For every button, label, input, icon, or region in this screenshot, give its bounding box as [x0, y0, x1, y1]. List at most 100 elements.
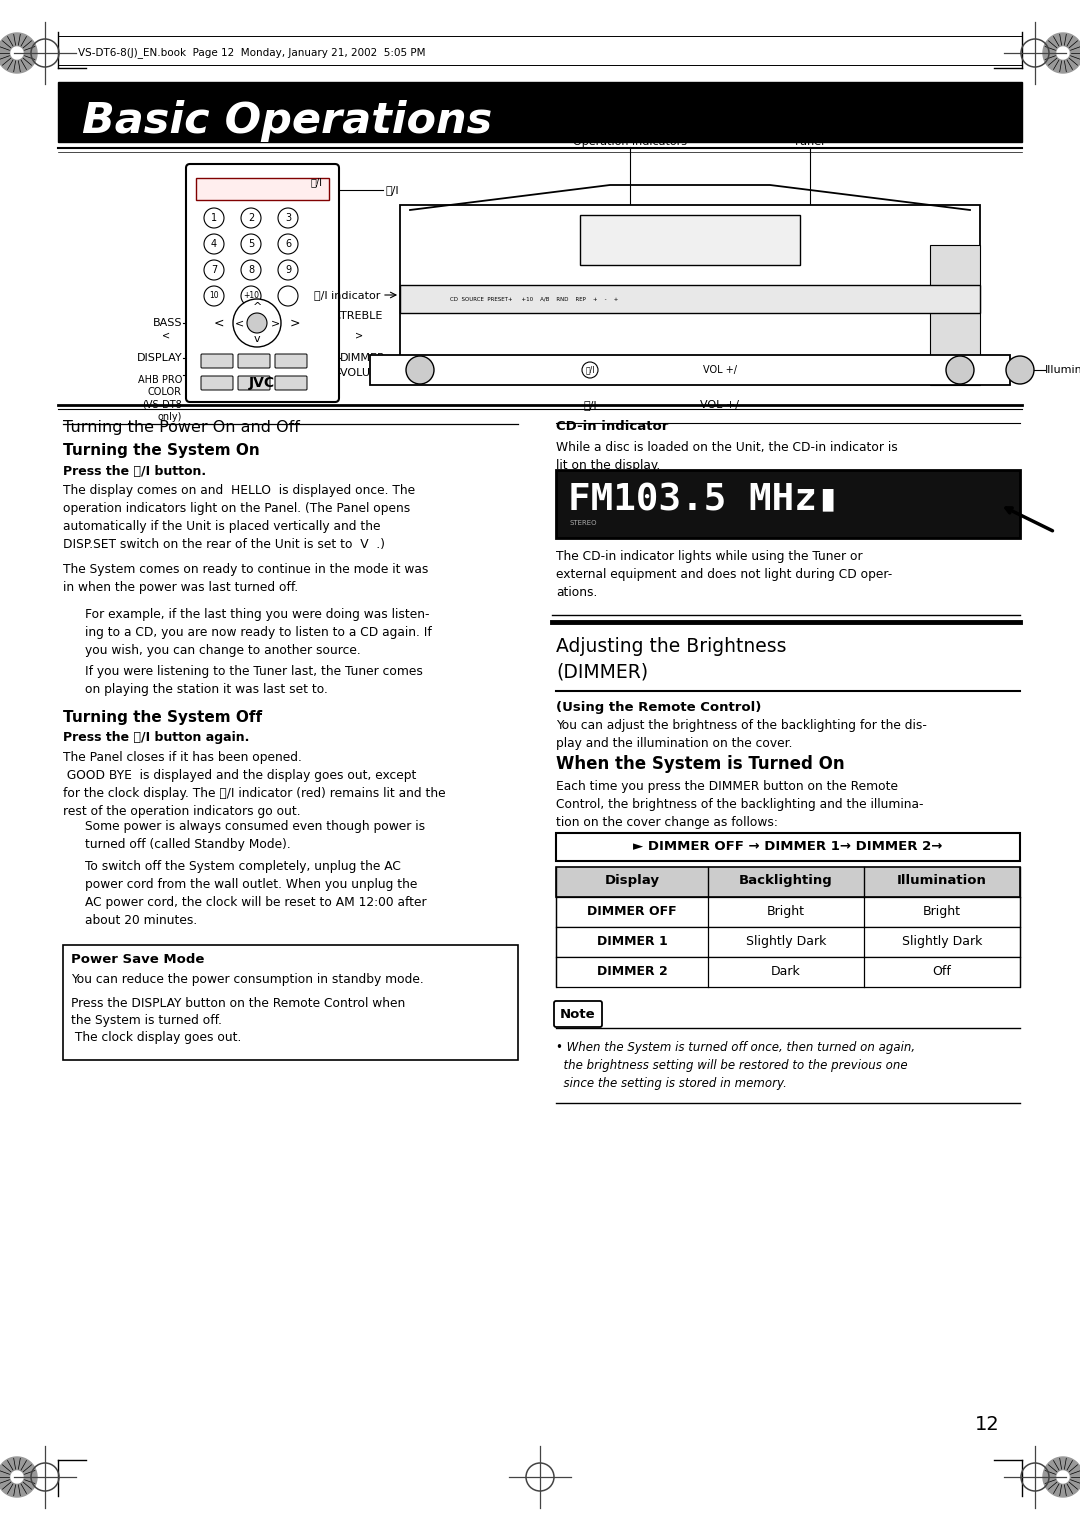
Bar	[63, 944, 518, 1060]
Circle shape	[233, 299, 281, 347]
Text: 10: 10	[210, 292, 219, 301]
Text: 3: 3	[285, 212, 292, 223]
Text: 7: 7	[211, 264, 217, 275]
Polygon shape	[0, 34, 37, 73]
Circle shape	[11, 47, 23, 60]
Polygon shape	[1043, 1458, 1080, 1497]
Text: 12: 12	[975, 1415, 1000, 1433]
Text: +10: +10	[243, 292, 259, 301]
Bar	[556, 833, 1020, 860]
Text: Bright: Bright	[923, 905, 961, 918]
Text: (Using the Remote Control): (Using the Remote Control)	[556, 701, 761, 714]
Text: Ⓟ/I: Ⓟ/I	[384, 185, 399, 196]
Text: 2: 2	[248, 212, 254, 223]
Text: Display: Display	[605, 874, 660, 886]
Bar	[556, 897, 1020, 927]
Text: Power Save Mode: Power Save Mode	[71, 953, 204, 966]
Text: Press the DISPLAY button on the Remote Control when
the System is turned off.
 T: Press the DISPLAY button on the Remote C…	[71, 996, 405, 1044]
Text: v: v	[254, 335, 260, 344]
Circle shape	[247, 313, 267, 333]
Text: DIMMER: DIMMER	[340, 353, 386, 364]
Circle shape	[241, 260, 261, 280]
Text: The Panel closes if it has been opened.
 GOOD BYE  is displayed and the display : The Panel closes if it has been opened. …	[63, 750, 446, 817]
Text: The display comes on and  HELLO  is displayed once. The
operation indicators lig: The display comes on and HELLO is displa…	[63, 484, 415, 552]
Circle shape	[1057, 1471, 1069, 1484]
Text: Some power is always consumed even though power is
turned off (called Standby Mo: Some power is always consumed even thoug…	[85, 821, 426, 851]
FancyBboxPatch shape	[201, 376, 233, 390]
Circle shape	[582, 362, 598, 377]
Text: To switch off the System completely, unplug the AC
power cord from the wall outl: To switch off the System completely, unp…	[85, 860, 427, 927]
Text: Each time you press the DIMMER button on the Remote
Control, the brightness of t: Each time you press the DIMMER button on…	[556, 779, 923, 830]
FancyBboxPatch shape	[238, 376, 270, 390]
Text: Ⓟ/I: Ⓟ/I	[583, 400, 597, 410]
Text: 8: 8	[248, 264, 254, 275]
Bar	[400, 286, 980, 313]
Circle shape	[204, 234, 224, 254]
Text: Bright: Bright	[767, 905, 805, 918]
Text: The CD-in indicator lights while using the Tuner or
external equipment and does : The CD-in indicator lights while using t…	[556, 550, 892, 599]
Text: Panel: Panel	[795, 138, 825, 147]
Circle shape	[946, 356, 974, 384]
FancyBboxPatch shape	[275, 354, 307, 368]
Text: Press the Ⓟ/I button.: Press the Ⓟ/I button.	[63, 465, 206, 478]
Text: >: >	[289, 316, 300, 330]
Text: TREBLE: TREBLE	[340, 312, 382, 321]
Text: • When the System is turned off once, then turned on again,
  the brightness set: • When the System is turned off once, th…	[556, 1041, 915, 1089]
Bar	[195, 177, 329, 200]
Bar	[58, 83, 1022, 142]
Bar	[580, 215, 800, 264]
Text: <: <	[234, 318, 244, 329]
Circle shape	[204, 208, 224, 228]
Text: Dark: Dark	[771, 966, 801, 978]
Circle shape	[241, 208, 261, 228]
Text: >: >	[270, 318, 280, 329]
FancyBboxPatch shape	[186, 163, 339, 402]
Text: While a disc is loaded on the Unit, the CD-in indicator is
lit on the display.: While a disc is loaded on the Unit, the …	[556, 442, 897, 472]
Text: <: <	[214, 316, 225, 330]
Text: VOL +/: VOL +/	[703, 365, 737, 374]
Text: Ⓟ/I indicator: Ⓟ/I indicator	[313, 290, 380, 299]
FancyBboxPatch shape	[554, 1001, 602, 1027]
Text: Slightly Dark: Slightly Dark	[746, 935, 826, 947]
Text: JVC: JVC	[248, 376, 275, 390]
Text: Slightly Dark: Slightly Dark	[902, 935, 982, 947]
Circle shape	[204, 286, 224, 306]
Text: Press the Ⓟ/I button again.: Press the Ⓟ/I button again.	[63, 730, 249, 744]
Text: DISPLAY: DISPLAY	[136, 353, 183, 364]
Text: CD-in indicator: CD-in indicator	[556, 420, 669, 432]
Text: DIMMER OFF: DIMMER OFF	[588, 905, 677, 918]
Bar	[556, 927, 1020, 957]
Text: DIMMER 2: DIMMER 2	[596, 966, 667, 978]
Text: 6: 6	[285, 238, 292, 249]
Bar	[370, 354, 1010, 385]
Text: DIMMER 1: DIMMER 1	[596, 935, 667, 947]
Text: BASS: BASS	[152, 318, 183, 329]
Bar	[556, 471, 1020, 538]
Polygon shape	[0, 1458, 37, 1497]
Text: VOL +/: VOL +/	[701, 400, 740, 410]
Circle shape	[278, 208, 298, 228]
Text: ^: ^	[253, 303, 261, 312]
Text: Turning the System On: Turning the System On	[63, 443, 260, 458]
Text: STEREO: STEREO	[570, 520, 597, 526]
Text: Illumination: Illumination	[897, 874, 987, 886]
Text: AHB PRO
COLOR
(VS-DT8
only): AHB PRO COLOR (VS-DT8 only)	[137, 374, 183, 422]
Text: You can reduce the power consumption in standby mode.: You can reduce the power consumption in …	[71, 973, 423, 986]
Polygon shape	[1043, 34, 1080, 73]
Text: Turning the Power On and Off: Turning the Power On and Off	[63, 420, 300, 435]
Text: Illumination: Illumination	[1045, 365, 1080, 374]
Text: VOLUME +/: VOLUME +/	[340, 368, 403, 377]
Circle shape	[241, 286, 261, 306]
Text: Note: Note	[561, 1008, 596, 1021]
Text: Backlighting: Backlighting	[739, 874, 833, 886]
Text: Ⓟ/I: Ⓟ/I	[311, 177, 323, 186]
Text: VS-DT6-8(J)_EN.book  Page 12  Monday, January 21, 2002  5:05 PM: VS-DT6-8(J)_EN.book Page 12 Monday, Janu…	[78, 47, 426, 58]
Bar	[400, 205, 980, 365]
Circle shape	[241, 234, 261, 254]
Circle shape	[278, 286, 298, 306]
Text: Off: Off	[932, 966, 951, 978]
Text: ► DIMMER OFF → DIMMER 1→ DIMMER 2→: ► DIMMER OFF → DIMMER 1→ DIMMER 2→	[633, 840, 943, 853]
Circle shape	[406, 356, 434, 384]
FancyBboxPatch shape	[275, 376, 307, 390]
Text: >: >	[355, 332, 363, 341]
